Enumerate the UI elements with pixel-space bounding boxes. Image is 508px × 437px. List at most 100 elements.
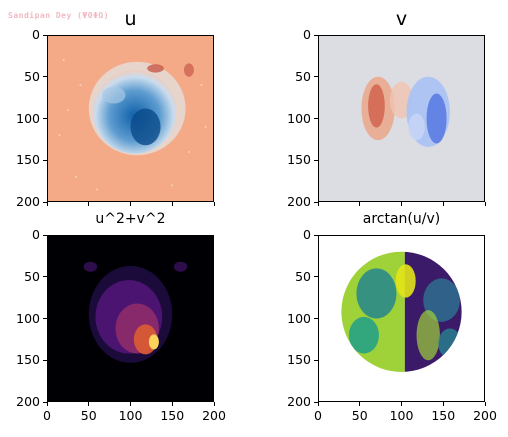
- y-tick-label: 150: [16, 352, 40, 368]
- y-tick-mark: [314, 359, 318, 361]
- y-tick-mark: [314, 118, 318, 119]
- chart-title: u^2+v^2: [95, 211, 166, 227]
- y-tick-label: 200: [287, 394, 311, 409]
- y-tick-mark: [43, 159, 47, 161]
- x-tick-mark: [484, 402, 486, 406]
- y-tick-mark: [314, 76, 318, 78]
- mag-ear-left: [83, 261, 98, 272]
- y-tick-label: 50: [295, 68, 311, 84]
- y-tick-label: 50: [295, 268, 311, 284]
- y-tick-label: 100: [16, 110, 40, 126]
- y-tick-mark: [314, 318, 318, 319]
- y-tick-mark: [43, 76, 47, 78]
- y-tick-label: 50: [24, 268, 40, 284]
- x-tick-mark: [213, 202, 215, 206]
- y-tick-mark: [314, 34, 318, 36]
- x-tick-mark: [46, 402, 48, 406]
- heatmap-image: [47, 235, 214, 402]
- disc-core: [92, 70, 177, 154]
- noise-dot: [62, 59, 65, 62]
- x-tick-mark: [171, 202, 173, 206]
- y-tick-mark: [43, 359, 47, 361]
- noise-dot: [58, 134, 61, 137]
- chart-title: arctan(u/v): [362, 211, 441, 227]
- x-tick-mark: [88, 202, 90, 206]
- x-tick-mark: [401, 402, 402, 406]
- x-tick-mark: [317, 402, 319, 406]
- y-tick-label: 150: [287, 152, 311, 168]
- noise-dot: [171, 184, 174, 187]
- phase-teal: [356, 268, 397, 319]
- x-tick-mark: [213, 402, 215, 406]
- y-tick-mark: [43, 401, 47, 403]
- y-tick-label: 100: [287, 110, 311, 126]
- y-tick-mark: [314, 201, 318, 203]
- heatmap-image: [47, 35, 214, 202]
- x-tick-mark: [359, 402, 361, 406]
- y-tick-label: 50: [24, 68, 40, 84]
- y-tick-label: 0: [32, 27, 40, 42]
- y-tick-mark: [43, 201, 47, 203]
- y-tick-label: 150: [16, 152, 40, 168]
- y-tick-mark: [43, 34, 47, 36]
- x-tick-mark: [46, 202, 48, 206]
- y-tick-mark: [43, 234, 47, 236]
- noise-dot: [75, 175, 78, 178]
- noise-dot: [187, 150, 190, 153]
- noise-dot: [200, 84, 203, 87]
- phase-yellow: [395, 264, 416, 298]
- x-tick-label: 150: [431, 408, 456, 423]
- y-tick-label: 0: [32, 227, 40, 242]
- x-tick-mark: [401, 202, 402, 206]
- y-tick-label: 150: [287, 352, 311, 368]
- y-tick-mark: [43, 118, 47, 119]
- y-tick-mark: [314, 159, 318, 161]
- v-red-core: [368, 84, 385, 128]
- y-tick-label: 100: [16, 310, 40, 326]
- x-tick-label: 50: [351, 408, 368, 423]
- y-tick-label: 200: [287, 194, 311, 209]
- x-tick-label: 100: [389, 408, 414, 423]
- phase-mix: [416, 310, 440, 361]
- x-tick-label: 100: [118, 408, 143, 423]
- x-tick-label: 200: [473, 408, 497, 423]
- y-tick-label: 0: [303, 227, 311, 242]
- x-tick-label: 50: [80, 408, 97, 423]
- x-tick-label: 0: [43, 408, 51, 423]
- x-tick-mark: [484, 202, 486, 206]
- chart-title: v: [395, 8, 408, 30]
- x-tick-mark: [130, 402, 131, 406]
- y-tick-mark: [314, 401, 318, 403]
- y-tick-mark: [43, 318, 47, 319]
- noise-dot: [66, 109, 69, 112]
- x-tick-mark: [317, 202, 319, 206]
- x-tick-mark: [442, 402, 444, 406]
- x-tick-mark: [442, 202, 444, 206]
- y-tick-mark: [314, 234, 318, 236]
- noise-dot: [79, 84, 82, 87]
- y-tick-label: 0: [303, 27, 311, 42]
- phase-green: [348, 316, 379, 354]
- x-tick-label: 150: [160, 408, 185, 423]
- x-tick-label: 0: [314, 408, 322, 423]
- x-tick-mark: [171, 402, 173, 406]
- disc-light-spot: [102, 86, 126, 104]
- mag-peak: [148, 334, 159, 350]
- noise-dot: [204, 125, 207, 128]
- v-blue-inner: [408, 113, 425, 141]
- phase-blue: [423, 278, 460, 322]
- disc-dark-spot: [130, 108, 161, 146]
- x-tick-mark: [130, 202, 131, 206]
- heatmap-image: [318, 35, 485, 202]
- y-tick-mark: [314, 276, 318, 278]
- x-tick-mark: [88, 402, 90, 406]
- disc-edge-red-2: [183, 63, 194, 77]
- y-tick-label: 200: [16, 394, 40, 409]
- x-tick-label: 200: [202, 408, 226, 423]
- chart-title: u: [124, 8, 137, 30]
- mag-ear-right: [173, 261, 188, 272]
- watermark: Sandipan Dey (ΨΘΦΩ): [8, 11, 110, 20]
- y-tick-label: 100: [287, 310, 311, 326]
- y-tick-label: 200: [16, 194, 40, 209]
- noise-dot: [96, 188, 99, 191]
